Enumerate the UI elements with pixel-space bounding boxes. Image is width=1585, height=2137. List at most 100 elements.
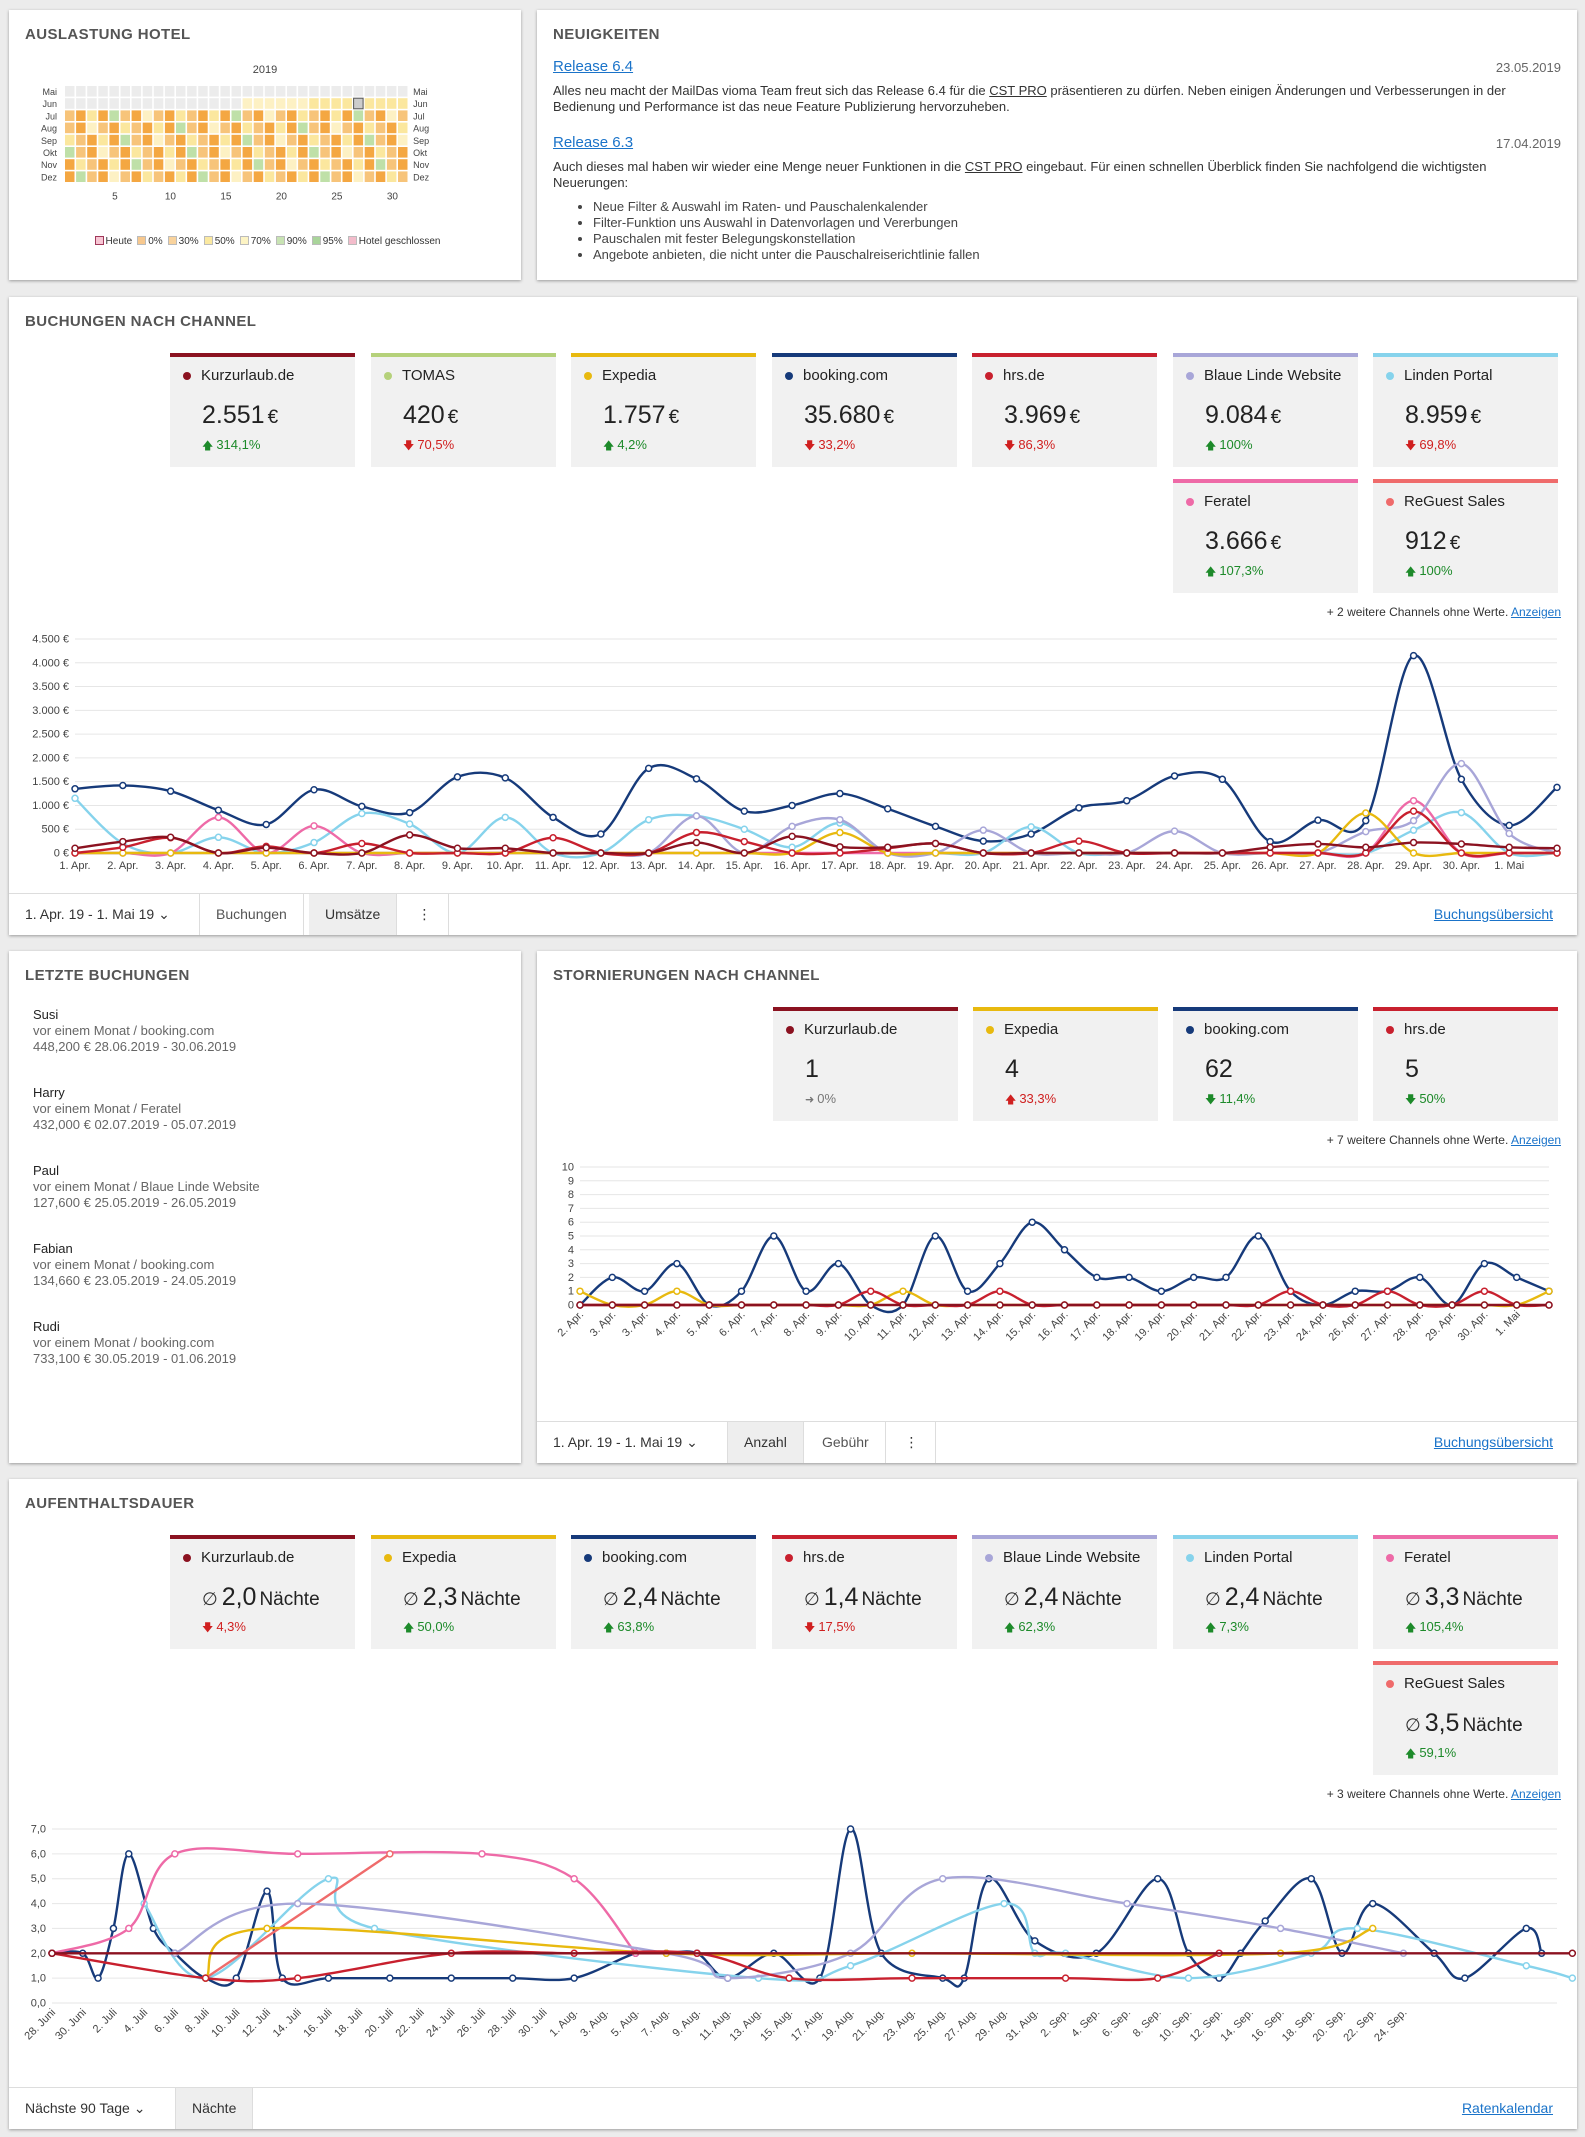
occupancy-cell[interactable] [109,147,119,158]
data-point[interactable] [597,830,605,838]
occupancy-cell[interactable] [242,147,253,158]
data-point[interactable] [737,1287,746,1295]
occupancy-cell[interactable] [309,122,319,134]
data-point[interactable] [1362,827,1370,836]
more-menu-icon[interactable]: ⋮ [888,1422,936,1463]
data-point[interactable] [501,844,510,852]
occupancy-cell[interactable] [76,134,86,146]
data-point[interactable] [1409,651,1418,660]
occupancy-cell[interactable] [287,98,297,109]
data-point[interactable] [931,822,940,831]
occupancy-cell[interactable] [386,147,397,158]
data-point[interactable] [570,1974,578,1982]
occupancy-cell[interactable] [386,122,397,134]
occupancy-cell[interactable] [109,134,119,146]
occupancy-cell[interactable] [386,171,397,182]
occupancy-cell[interactable] [264,171,275,182]
occupancy-cell[interactable] [242,159,253,170]
data-point[interactable] [405,820,414,828]
occupancy-cell[interactable] [320,147,330,158]
occupancy-cell[interactable] [176,98,186,109]
occupancy-cell[interactable] [298,171,308,182]
show-more-link[interactable]: Anzeigen [1510,1787,1561,1801]
data-point[interactable] [1189,1301,1198,1309]
data-point[interactable] [1184,1974,1193,1982]
data-point[interactable] [1409,849,1418,857]
data-point[interactable] [788,822,796,831]
occupancy-cell[interactable] [386,98,397,109]
data-point[interactable] [1461,1974,1469,1982]
occupancy-cell[interactable] [220,171,230,182]
occupancy-cell[interactable] [331,98,341,109]
data-point[interactable] [1505,829,1513,838]
occupancy-cell[interactable] [87,147,97,158]
data-point[interactable] [1409,796,1418,805]
data-point[interactable] [1319,1301,1327,1309]
occupancy-cell[interactable] [209,147,219,158]
channel-tile[interactable]: booking.com 35.680 € 🡇 33,2% [772,353,957,467]
data-point[interactable] [1027,823,1035,831]
data-point[interactable] [788,801,796,810]
data-point[interactable] [785,1974,793,1982]
cst-pro-link[interactable]: CST PRO [964,159,1023,174]
data-point[interactable] [899,1301,907,1309]
data-point[interactable] [1222,1273,1230,1282]
data-point[interactable] [125,1850,133,1858]
occupancy-cell[interactable] [209,86,219,97]
data-point[interactable] [358,802,366,811]
data-point[interactable] [48,1949,56,1958]
channel-tile[interactable]: TOMAS 420 € 🡇 70,5% [371,353,556,467]
data-point[interactable] [310,822,318,830]
data-point[interactable] [740,807,749,815]
recent-booking-item[interactable]: Rudi vor einem Monat / booking.com 733,100… [33,1319,236,1367]
data-point[interactable] [549,813,557,822]
occupancy-cell[interactable] [220,98,230,109]
data-point[interactable] [996,1301,1004,1309]
occupancy-cell[interactable] [398,98,408,109]
data-point[interactable] [1075,837,1083,845]
data-point[interactable] [1075,849,1083,857]
data-point[interactable] [324,1974,333,1982]
channel-tile[interactable]: hrs.de ∅ 1,4 Nächte 🡇 17,5% [772,1535,957,1649]
data-point[interactable] [883,805,892,813]
occupancy-cell[interactable] [264,110,275,121]
data-point[interactable] [673,1301,681,1309]
occupancy-cell[interactable] [242,122,253,134]
occupancy-cell[interactable] [287,134,297,146]
occupancy-cell[interactable] [375,86,386,97]
data-point[interactable] [1266,843,1274,852]
occupancy-cell[interactable] [331,122,341,134]
occupancy-cell[interactable] [76,147,86,158]
data-point[interactable] [119,837,127,846]
occupancy-cell[interactable] [287,171,297,182]
data-point[interactable] [1545,1301,1553,1309]
occupancy-cell[interactable] [298,159,308,170]
occupancy-cell[interactable] [153,122,164,134]
occupancy-cell[interactable] [131,86,142,97]
data-point[interactable] [723,1974,732,1982]
data-point[interactable] [979,826,988,834]
data-point[interactable] [1416,1273,1424,1282]
data-point[interactable] [310,838,318,847]
occupancy-cell[interactable] [176,86,186,97]
data-point[interactable] [478,1850,486,1858]
occupancy-cell[interactable] [109,159,119,170]
data-point[interactable] [770,1232,778,1240]
data-point[interactable] [263,1887,271,1895]
channel-tile[interactable]: Linden Portal 8.959 € 🡇 69,8% [1373,353,1558,467]
occupancy-cell[interactable] [153,110,164,121]
occupancy-cell[interactable] [320,86,330,97]
data-point[interactable] [788,832,796,841]
occupancy-cell[interactable] [220,110,230,121]
occupancy-cell[interactable] [398,159,408,170]
occupancy-cell[interactable] [65,110,75,121]
occupancy-cell[interactable] [209,159,219,170]
data-point[interactable] [94,1974,102,1982]
channel-tile[interactable]: Kurzurlaub.de 1 ➜ 0% [773,1007,958,1121]
occupancy-cell[interactable] [187,147,197,158]
occupancy-cell[interactable] [164,86,175,97]
data-point[interactable] [931,1301,940,1309]
date-range-dropdown[interactable]: 1. Apr. 19 - 1. Mai 19 ⌄ [9,894,200,935]
data-point[interactable] [1027,849,1035,857]
data-point[interactable] [1545,1287,1553,1295]
